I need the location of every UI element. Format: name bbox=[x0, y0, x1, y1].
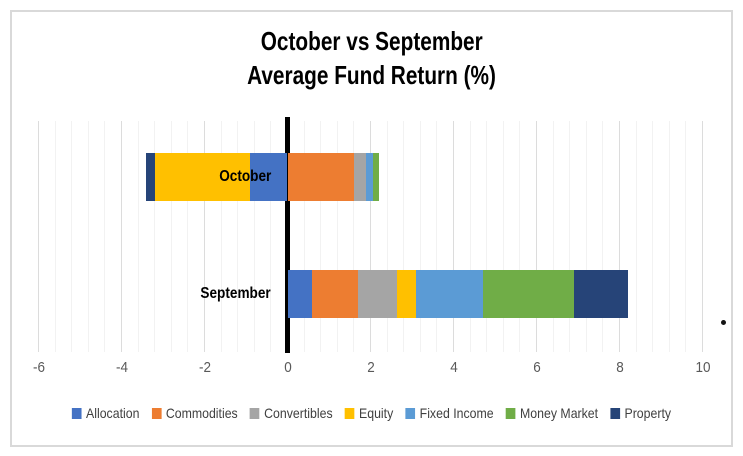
gridline-minor bbox=[668, 121, 670, 352]
gridline-minor bbox=[170, 121, 172, 352]
gridline-minor bbox=[502, 121, 504, 352]
gridline-minor bbox=[154, 121, 156, 352]
chart-title-line1: October vs September bbox=[260, 26, 483, 56]
gridline-minor bbox=[187, 121, 189, 352]
gridline-minor bbox=[486, 121, 488, 352]
legend-swatch-icon bbox=[71, 407, 82, 419]
gridline-minor bbox=[237, 121, 239, 352]
bar-segment-allocation-october bbox=[250, 153, 288, 201]
legend-label: Equity bbox=[359, 405, 394, 421]
gridline-major bbox=[453, 121, 454, 352]
legend-swatch-icon bbox=[610, 407, 621, 419]
x-axis-label--2: -2 bbox=[198, 359, 211, 376]
x-axis-label--6: -6 bbox=[32, 359, 45, 376]
bar-segment-property-september bbox=[573, 270, 628, 318]
gridline-minor bbox=[419, 121, 421, 352]
gridline-minor bbox=[635, 121, 637, 352]
gridline-minor bbox=[569, 121, 571, 352]
stray-dot bbox=[721, 320, 726, 325]
gridline-major bbox=[121, 121, 122, 352]
gridline-minor bbox=[71, 121, 73, 352]
bar-segment-money-market-october bbox=[372, 153, 379, 201]
bar-segment-money-market-september bbox=[482, 270, 574, 318]
x-axis-label--4: -4 bbox=[115, 359, 128, 376]
gridline-major bbox=[702, 121, 703, 352]
gridline-minor bbox=[602, 121, 604, 352]
gridline-minor bbox=[403, 121, 405, 352]
bar-segment-commodities-september bbox=[312, 270, 359, 318]
x-axis-label-6: 6 bbox=[532, 359, 541, 376]
legend-item-allocation: Allocation bbox=[71, 405, 140, 421]
gridline-minor bbox=[652, 121, 654, 352]
gridline-minor bbox=[87, 121, 89, 352]
zero-axis-line bbox=[285, 117, 290, 353]
gridline-minor bbox=[320, 121, 322, 352]
legend-item-property: Property bbox=[610, 405, 671, 421]
gridline-minor bbox=[685, 121, 687, 352]
gridline-minor bbox=[270, 121, 272, 352]
gridline-minor bbox=[469, 121, 471, 352]
gridline-major bbox=[204, 121, 205, 352]
legend-label: Money Market bbox=[520, 405, 599, 421]
legend-item-commodities: Commodities bbox=[151, 405, 238, 421]
chart-legend: Allocation Commodities Convertibles Equity F… bbox=[45, 405, 699, 421]
gridline-minor bbox=[519, 121, 521, 352]
bar-segment-fixed-income-october bbox=[366, 153, 373, 201]
x-axis-label-10: 10 bbox=[694, 359, 711, 376]
bar-segment-equity-september bbox=[397, 270, 417, 318]
gridline-major bbox=[619, 121, 620, 352]
legend-swatch-icon bbox=[250, 407, 260, 419]
legend-item-equity: Equity bbox=[344, 405, 394, 421]
bar-segment-equity-october bbox=[154, 153, 251, 201]
gridline-minor bbox=[386, 121, 388, 352]
gridline-minor bbox=[137, 121, 139, 352]
gridline-minor bbox=[104, 121, 106, 352]
chart-title-line2: Average Fund Return (%) bbox=[247, 60, 496, 90]
legend-swatch-icon bbox=[405, 407, 416, 419]
bar-segment-allocation-september bbox=[287, 270, 313, 318]
legend-swatch-icon bbox=[505, 407, 516, 419]
legend-item-money-market: Money Market bbox=[505, 405, 599, 421]
legend-item-convertibles: Convertibles bbox=[250, 405, 333, 421]
gridline-minor bbox=[585, 121, 587, 352]
legend-label: Convertibles bbox=[264, 405, 333, 421]
gridline-minor bbox=[54, 121, 56, 352]
gridline-major bbox=[38, 121, 39, 352]
x-axis-label-0: 0 bbox=[283, 359, 292, 376]
gridline-minor bbox=[552, 121, 554, 352]
chart-frame bbox=[10, 10, 733, 447]
bar-segment-fixed-income-september bbox=[416, 270, 483, 318]
legend-label: Allocation bbox=[86, 405, 140, 421]
legend-label: Commodities bbox=[165, 405, 238, 421]
x-axis-label-4: 4 bbox=[449, 359, 458, 376]
gridline-major bbox=[370, 121, 371, 352]
x-axis-label-2: 2 bbox=[366, 359, 375, 376]
gridline-minor bbox=[220, 121, 222, 352]
chart-title: October vs September Average Fund Return… bbox=[0, 24, 743, 92]
bar-segment-convertibles-september bbox=[358, 270, 398, 318]
x-axis-label-8: 8 bbox=[615, 359, 624, 376]
gridline-major bbox=[536, 121, 537, 352]
bar-segment-property-october bbox=[146, 153, 155, 201]
gridline-minor bbox=[436, 121, 438, 352]
category-label-september: September bbox=[200, 285, 271, 302]
legend-item-fixed-income: Fixed Income bbox=[405, 405, 494, 421]
category-label-october: October bbox=[218, 168, 271, 185]
gridline-minor bbox=[353, 121, 355, 352]
legend-swatch-icon bbox=[151, 407, 162, 419]
gridline-minor bbox=[303, 121, 305, 352]
legend-swatch-icon bbox=[344, 407, 355, 419]
legend-label: Property bbox=[624, 405, 672, 421]
gridline-minor bbox=[253, 121, 255, 352]
legend-label: Fixed Income bbox=[419, 405, 494, 421]
gridline-minor bbox=[336, 121, 338, 352]
bar-segment-convertibles-october bbox=[353, 153, 367, 201]
bar-segment-commodities-october bbox=[287, 153, 354, 201]
